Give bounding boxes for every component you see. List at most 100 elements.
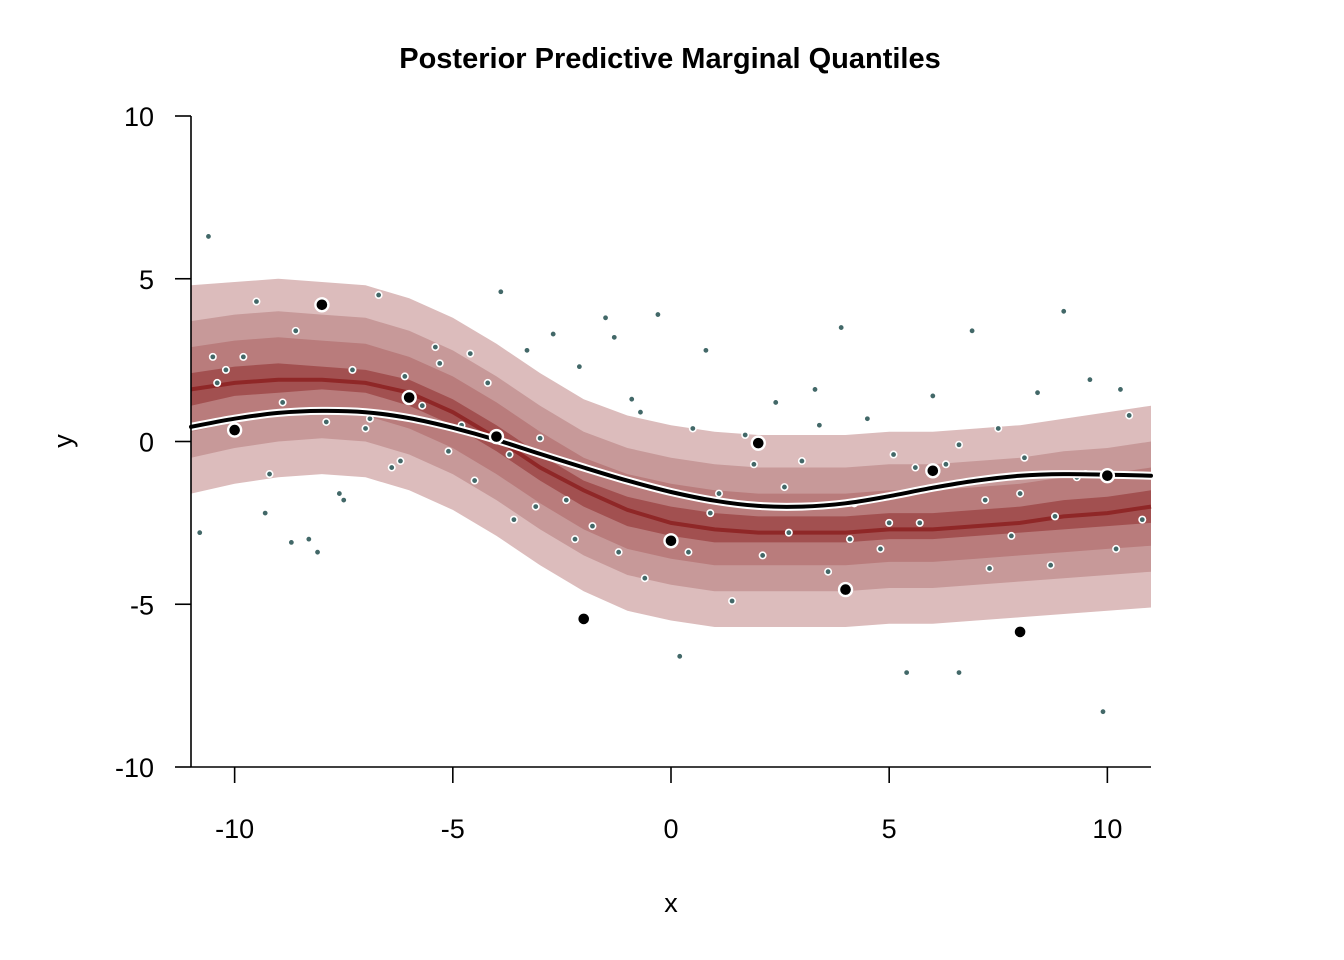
predictive-point xyxy=(444,447,453,456)
predictive-point xyxy=(396,457,405,466)
predictive-point xyxy=(706,509,715,518)
predictive-point xyxy=(954,440,963,449)
predictive-point xyxy=(797,457,806,466)
observed-point xyxy=(750,435,766,451)
predictive-point xyxy=(322,417,331,426)
predictive-point xyxy=(278,398,287,407)
predictive-point xyxy=(1020,453,1029,462)
observed-point xyxy=(488,428,505,445)
predictive-point xyxy=(911,463,920,472)
predictive-point xyxy=(749,460,758,469)
predictive-point xyxy=(435,359,444,368)
predictive-point xyxy=(1046,561,1055,570)
predictive-point xyxy=(968,326,977,335)
predictive-point xyxy=(701,346,710,355)
predictive-point xyxy=(1059,307,1068,316)
band-40-60 xyxy=(191,363,1151,543)
predictive-point xyxy=(981,496,990,505)
predictive-point xyxy=(758,551,767,560)
y-tick-label: -5 xyxy=(130,590,154,620)
predictive-point xyxy=(335,489,344,498)
predictive-point xyxy=(876,544,885,553)
predictive-point xyxy=(627,395,636,404)
predictive-point xyxy=(313,548,322,557)
predictive-point xyxy=(204,232,213,241)
predictive-point xyxy=(1138,515,1147,524)
predictive-point xyxy=(915,518,924,527)
predictive-point xyxy=(509,515,518,524)
predictive-point xyxy=(601,313,610,322)
observed-point xyxy=(226,422,243,438)
predictive-point xyxy=(287,538,296,547)
predictive-point xyxy=(714,489,723,498)
predictive-point xyxy=(470,476,479,485)
observed-point xyxy=(401,389,417,406)
predictive-point xyxy=(239,352,248,361)
observed-point xyxy=(1099,467,1116,484)
predictive-point xyxy=(348,365,357,374)
predictive-point xyxy=(610,333,619,342)
predictive-point xyxy=(208,352,217,361)
predictive-point xyxy=(741,430,750,439)
predictive-point xyxy=(863,414,872,423)
predictive-point xyxy=(531,502,540,511)
predictive-point xyxy=(902,668,911,677)
predictive-point xyxy=(261,509,270,518)
predictive-point xyxy=(941,460,950,469)
y-tick-label: 0 xyxy=(139,428,154,458)
predictive-point xyxy=(265,470,274,479)
predictive-point xyxy=(387,463,396,472)
predictive-point xyxy=(728,596,737,605)
predictive-point xyxy=(304,535,313,544)
predictive-point xyxy=(291,326,300,335)
predictive-point xyxy=(1116,385,1125,394)
predictive-point xyxy=(466,349,475,358)
x-tick-label: -5 xyxy=(441,814,465,844)
predictive-point xyxy=(688,424,697,433)
predictive-point xyxy=(505,450,514,459)
predictive-point xyxy=(780,483,789,492)
x-tick-label: -10 xyxy=(215,814,254,844)
predictive-point xyxy=(954,668,963,677)
predictive-point xyxy=(562,496,571,505)
predictive-point xyxy=(994,424,1003,433)
predictive-point xyxy=(195,528,204,537)
predictive-point xyxy=(400,372,409,381)
predictive-point xyxy=(653,310,662,319)
predictive-point xyxy=(361,424,370,433)
predictive-point xyxy=(784,528,793,537)
observed-points xyxy=(226,297,1116,640)
x-tick-label: 10 xyxy=(1092,814,1122,844)
true-curve-layer xyxy=(187,406,1155,511)
predictive-point xyxy=(252,297,261,306)
y-tick-label: 5 xyxy=(139,265,154,295)
observed-point xyxy=(663,533,679,549)
x-tick-label: 5 xyxy=(882,814,897,844)
predictive-point xyxy=(1085,375,1094,384)
predictive-point xyxy=(614,548,623,557)
predictive-points xyxy=(195,232,1147,716)
observed-point xyxy=(837,581,854,598)
y-tick-label: 10 xyxy=(124,102,154,132)
predictive-point xyxy=(221,365,230,374)
predictive-point xyxy=(213,378,222,387)
predictive-point xyxy=(771,398,780,407)
predictive-point xyxy=(636,408,645,417)
predictive-point xyxy=(575,362,584,371)
predictive-point xyxy=(1112,544,1121,553)
predictive-point xyxy=(684,548,693,557)
true-curve xyxy=(189,408,1153,509)
predictive-point xyxy=(483,378,492,387)
predictive-point xyxy=(570,535,579,544)
observed-point xyxy=(314,297,330,313)
x-tick-label: 0 xyxy=(663,814,678,844)
predictive-point xyxy=(928,391,937,400)
predictive-point xyxy=(1016,489,1025,498)
median-line xyxy=(190,377,1152,535)
predictive-point xyxy=(431,343,440,352)
x-axis-label: x xyxy=(664,888,678,918)
chart-title: Posterior Predictive Marginal Quantiles xyxy=(399,43,941,75)
predictive-point xyxy=(889,450,898,459)
predictive-point xyxy=(640,574,649,583)
